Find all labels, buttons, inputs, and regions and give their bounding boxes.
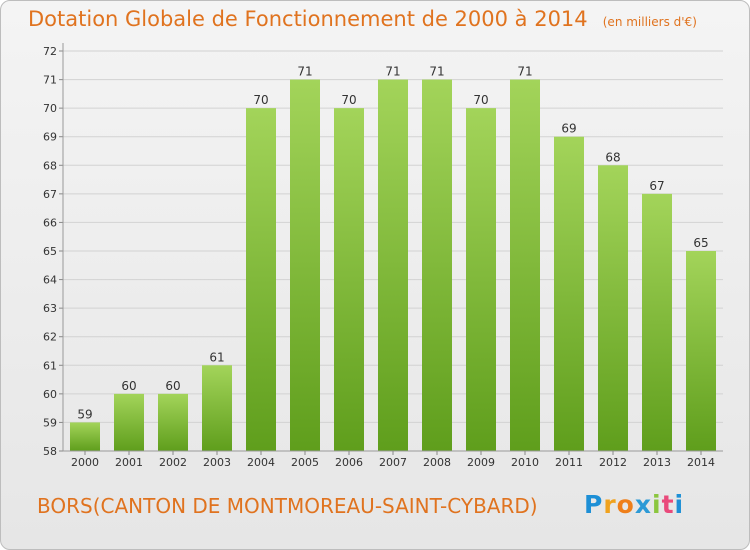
bar-value-label: 71 <box>297 65 312 79</box>
x-tick-label: 2000 <box>71 456 99 469</box>
y-tick-label: 58 <box>43 445 57 458</box>
bar-value-label: 65 <box>693 236 708 250</box>
axes <box>59 43 723 455</box>
x-tick-label: 2011 <box>555 456 583 469</box>
bar <box>422 79 452 452</box>
y-tick-label: 68 <box>43 159 57 172</box>
bar-value-label: 71 <box>385 65 400 79</box>
bar <box>334 108 364 452</box>
bar-value-label: 69 <box>561 122 576 136</box>
chart-unit: (en milliers d'€) <box>602 15 697 29</box>
y-tick-label: 61 <box>43 359 57 372</box>
y-tick-label: 63 <box>43 302 57 315</box>
bar-value-label: 71 <box>429 65 444 79</box>
bar <box>70 422 100 451</box>
bar-value-label: 67 <box>649 179 664 193</box>
bar <box>290 79 320 452</box>
y-tick-label: 65 <box>43 245 57 258</box>
brand-logo: Proxiti <box>584 490 684 519</box>
x-tick-label: 2002 <box>159 456 187 469</box>
x-tick-label: 2001 <box>115 456 143 469</box>
y-tick-label: 62 <box>43 331 57 344</box>
bar <box>202 365 232 451</box>
bar <box>114 393 144 451</box>
y-tick-label: 60 <box>43 388 57 401</box>
y-tick-label: 70 <box>43 102 57 115</box>
place-name: BORS(CANTON DE MONTMOREAU-SAINT-CYBARD) <box>37 494 538 518</box>
labels: 58 59 60 61 62 63 64 65 66 67 68 69 70 71 72 59 2000 60 20… <box>43 45 715 469</box>
bar-value-label: 68 <box>605 150 620 164</box>
x-tick-label: 2010 <box>511 456 539 469</box>
bar <box>246 108 276 452</box>
x-tick-label: 2012 <box>599 456 627 469</box>
bar-value-label: 70 <box>473 93 488 107</box>
x-tick-label: 2006 <box>335 456 363 469</box>
x-tick-label: 2007 <box>379 456 407 469</box>
brand-letter: o <box>616 490 635 519</box>
x-tick-label: 2003 <box>203 456 231 469</box>
x-tick-label: 2004 <box>247 456 275 469</box>
x-tick-label: 2013 <box>643 456 671 469</box>
brand-letter: r <box>603 490 617 519</box>
bar-value-label: 59 <box>77 407 92 421</box>
y-tick-label: 67 <box>43 188 57 201</box>
y-tick-label: 69 <box>43 131 57 144</box>
brand-letter: x <box>634 490 652 519</box>
bar <box>158 393 188 451</box>
bar-value-label: 70 <box>341 93 356 107</box>
brand-letter: i <box>652 490 662 519</box>
bar <box>598 165 628 452</box>
bar-value-label: 60 <box>165 379 180 393</box>
x-tick-label: 2009 <box>467 456 495 469</box>
y-tick-label: 59 <box>43 416 57 429</box>
y-tick-label: 72 <box>43 45 57 58</box>
bar <box>378 79 408 452</box>
bar <box>510 79 540 452</box>
bar <box>686 251 716 451</box>
bar-value-label: 60 <box>121 379 136 393</box>
y-tick-label: 66 <box>43 216 57 229</box>
chart-title: Dotation Globale de Fonctionnement de 20… <box>28 7 588 31</box>
x-tick-label: 2008 <box>423 456 451 469</box>
brand-letter: P <box>584 490 604 519</box>
y-tick-label: 71 <box>43 74 57 87</box>
title-row: Dotation Globale de Fonctionnement de 20… <box>28 7 697 31</box>
bar <box>554 136 584 451</box>
x-tick-label: 2014 <box>687 456 715 469</box>
bar <box>466 108 496 452</box>
brand-letter: t <box>661 490 675 519</box>
brand-letter: i <box>674 490 685 519</box>
bar-value-label: 71 <box>517 65 532 79</box>
x-tick-label: 2005 <box>291 456 319 469</box>
bars <box>70 79 716 452</box>
y-tick-label: 64 <box>43 274 57 287</box>
bar-value-label: 70 <box>253 93 268 107</box>
bar <box>642 193 672 451</box>
bar-value-label: 61 <box>209 350 224 364</box>
